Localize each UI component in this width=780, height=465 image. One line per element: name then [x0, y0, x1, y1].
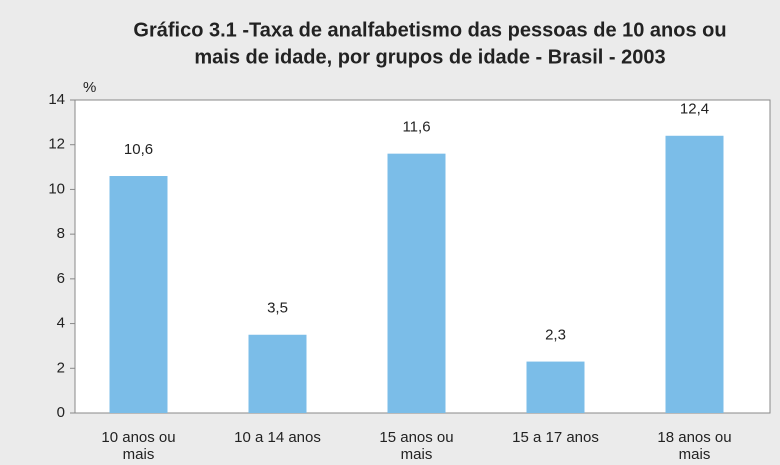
x-tick-label: 10 anos ou mais	[101, 429, 175, 463]
y-tick-label: 8	[57, 225, 65, 242]
chart-title: mais de idade, por grupos de idade - Bra…	[194, 46, 665, 68]
y-tick-label: 12	[48, 136, 65, 153]
data-label: 11,6	[402, 119, 430, 136]
y-tick-label: 4	[57, 315, 65, 332]
data-label: 10,6	[124, 141, 153, 158]
chart-title: Gráfico 3.1 -Taxa de analfabetismo das p…	[133, 19, 726, 41]
y-tick-label: 0	[57, 404, 65, 421]
bar	[109, 176, 168, 413]
x-tick-label: 15 anos ou mais	[379, 429, 453, 463]
x-tick-label: 18 anos ou mais	[657, 429, 731, 463]
y-tick-label: 10	[48, 180, 65, 197]
y-tick-label: 6	[57, 270, 65, 287]
bar	[248, 334, 307, 413]
x-tick-label: 15 a 17 anos	[512, 429, 599, 446]
data-label: 3,5	[267, 300, 288, 317]
bar	[665, 135, 724, 413]
data-label: 2,3	[545, 327, 566, 344]
y-tick-label: 14	[48, 91, 65, 108]
bar	[526, 361, 585, 413]
bar	[387, 153, 446, 413]
y-tick-label: 2	[57, 359, 65, 376]
x-tick-label: 10 a 14 anos	[234, 429, 321, 446]
y-axis-label: %	[83, 79, 96, 96]
data-label: 12,4	[680, 101, 709, 118]
